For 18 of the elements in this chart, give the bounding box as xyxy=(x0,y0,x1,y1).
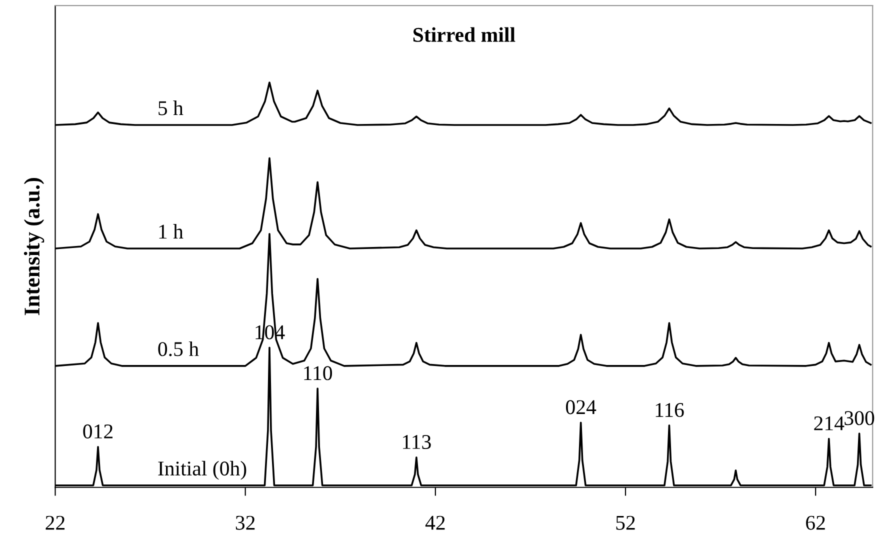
x-tick-label: 22 xyxy=(46,516,65,530)
annotation: 012 xyxy=(83,424,112,438)
annotation: 024 xyxy=(566,400,596,414)
annotation: 116 xyxy=(656,403,684,418)
x-tick-label: 52 xyxy=(616,516,635,530)
x-tick-label: 62 xyxy=(806,516,825,530)
y-axis-title: Intensity (a.u.) xyxy=(24,178,44,316)
x-tick-label: 42 xyxy=(425,516,445,530)
annotation: 214 xyxy=(814,416,844,430)
annotation: 113 xyxy=(403,435,431,450)
x-tick-label: 32 xyxy=(236,516,255,530)
series-label: 0.5 h xyxy=(158,341,199,356)
annotation: 300 xyxy=(844,411,874,426)
series-label: 5 h xyxy=(158,100,184,116)
series-label: Initial (0h) xyxy=(158,460,246,480)
annotation: 110 xyxy=(304,366,332,380)
series-label: 1 h xyxy=(159,224,184,239)
chart-title: Stirred mill xyxy=(413,27,516,42)
